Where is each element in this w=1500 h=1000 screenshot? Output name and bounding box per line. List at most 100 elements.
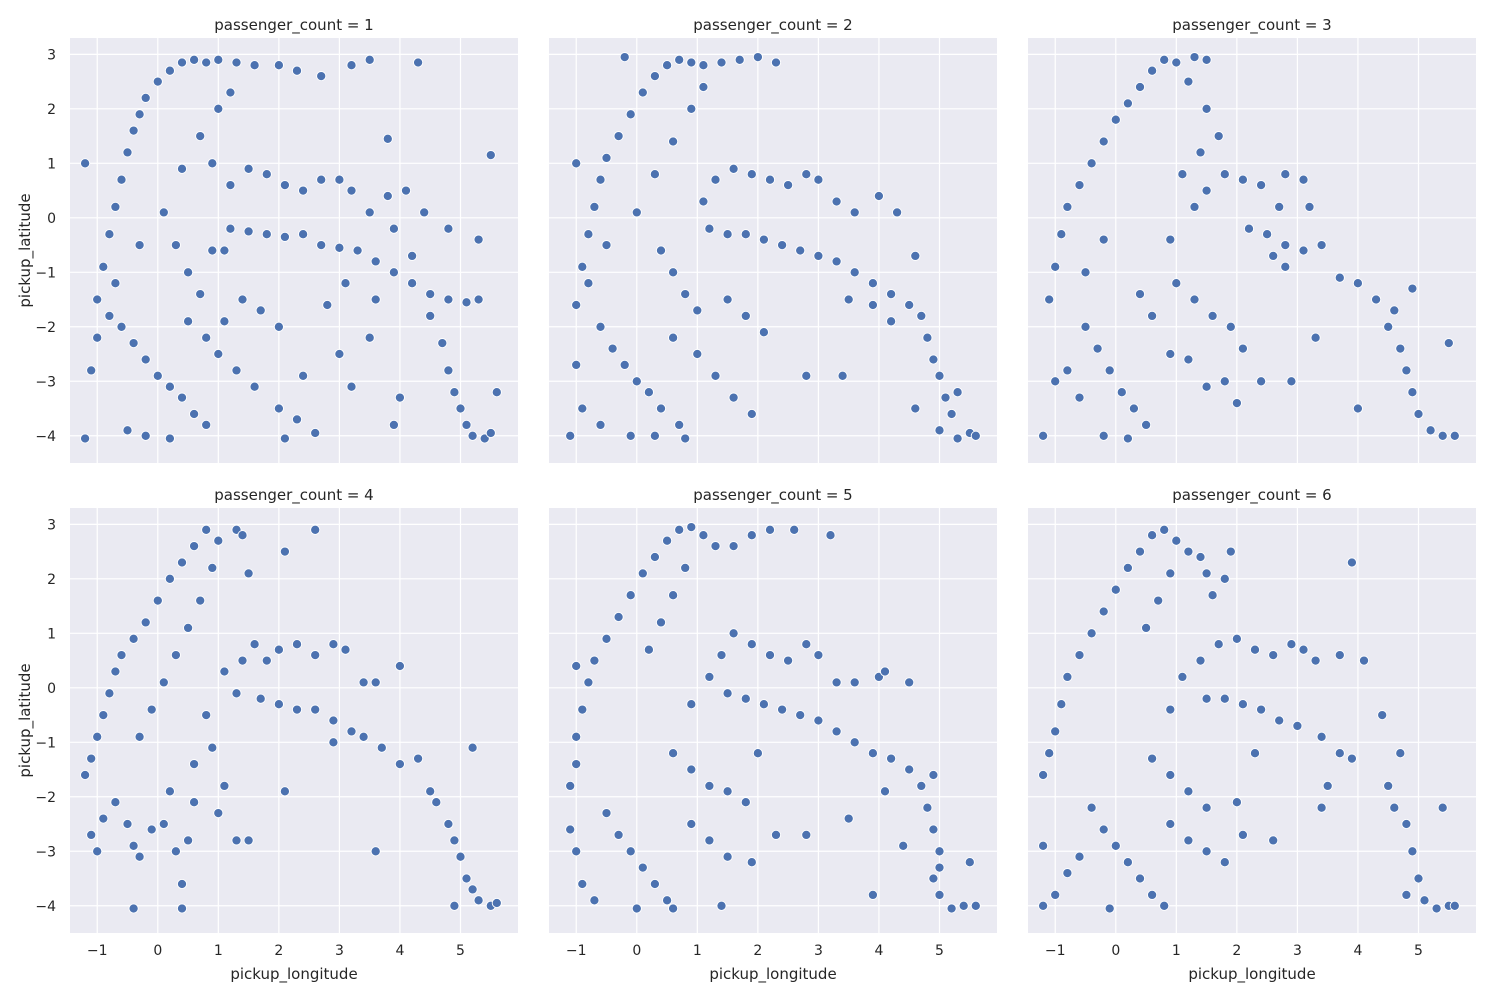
- data-point: [189, 797, 200, 808]
- data-point: [1334, 272, 1345, 283]
- data-point: [1201, 381, 1212, 392]
- data-point: [662, 535, 673, 546]
- data-point: [334, 242, 345, 253]
- data-point: [649, 169, 660, 180]
- data-point: [1171, 278, 1182, 289]
- data-point: [1413, 408, 1424, 420]
- data-point: [867, 889, 878, 900]
- data-point: [1401, 365, 1412, 376]
- data-point: [1449, 430, 1460, 441]
- data-point: [1147, 889, 1158, 900]
- data-point: [225, 87, 236, 98]
- data-point: [928, 354, 939, 365]
- data-point: [279, 231, 290, 242]
- scatter-points: [1038, 524, 1460, 914]
- data-point: [801, 829, 812, 840]
- data-point: [485, 150, 496, 161]
- data-point: [98, 710, 109, 721]
- data-point: [207, 158, 218, 169]
- data-point: [213, 54, 224, 65]
- data-point: [928, 769, 939, 781]
- x-tick-label: 3: [1293, 943, 1302, 959]
- data-point: [686, 57, 697, 68]
- data-point: [1219, 573, 1230, 584]
- data-point: [92, 731, 103, 742]
- data-point: [668, 136, 679, 147]
- data-point: [1050, 889, 1061, 900]
- data-point: [189, 408, 200, 420]
- x-tick-label: 0: [153, 943, 162, 959]
- facet-panel-3: passenger_count = 3: [1028, 16, 1476, 463]
- data-point: [625, 109, 636, 120]
- data-point: [1201, 568, 1212, 579]
- data-point: [589, 655, 600, 666]
- data-point: [637, 568, 648, 579]
- data-point: [122, 818, 133, 830]
- data-point: [613, 829, 624, 840]
- data-point: [243, 568, 254, 579]
- data-point: [1334, 748, 1345, 759]
- data-point: [455, 403, 466, 414]
- data-point: [625, 590, 636, 601]
- data-point: [195, 289, 206, 300]
- facet-panel-1: −4 −3 −2 −1 0 1 2 3 passenger_count = 1 pickup_la…: [16, 16, 518, 463]
- data-point: [1395, 748, 1406, 759]
- data-point: [164, 433, 175, 444]
- data-point: [934, 889, 945, 900]
- data-point: [886, 316, 897, 327]
- data-point: [273, 403, 284, 414]
- data-point: [571, 299, 582, 311]
- data-point: [1183, 354, 1194, 365]
- data-point: [400, 185, 412, 196]
- data-point: [831, 726, 842, 737]
- data-point: [1050, 261, 1061, 272]
- data-point: [164, 786, 175, 797]
- data-point: [904, 764, 915, 775]
- data-point: [1383, 321, 1394, 332]
- data-point: [1050, 726, 1061, 737]
- data-point: [1195, 655, 1206, 666]
- data-point: [189, 54, 200, 65]
- data-point: [625, 430, 636, 441]
- data-point: [346, 60, 357, 71]
- data-point: [710, 370, 721, 381]
- data-point: [443, 294, 454, 305]
- data-point: [910, 250, 921, 261]
- scatter-points: [80, 524, 502, 914]
- data-point: [1389, 802, 1400, 813]
- data-point: [461, 297, 472, 308]
- data-point: [134, 851, 145, 862]
- data-point: [1425, 425, 1436, 436]
- data-point: [571, 660, 582, 672]
- data-point: [1134, 873, 1146, 884]
- data-point: [849, 267, 860, 278]
- data-point: [1256, 376, 1267, 387]
- data-point: [577, 403, 588, 414]
- data-point: [1413, 873, 1424, 884]
- data-point: [1219, 169, 1230, 180]
- data-point: [243, 835, 254, 846]
- data-point: [910, 403, 921, 414]
- data-point: [394, 392, 405, 403]
- data-point: [831, 677, 842, 688]
- data-point: [801, 370, 812, 381]
- data-point: [376, 742, 387, 753]
- data-point: [867, 278, 878, 289]
- data-point: [1268, 650, 1279, 661]
- x-axis-label: pickup_longitude: [230, 965, 357, 984]
- data-point: [668, 748, 679, 759]
- data-point: [195, 131, 206, 142]
- data-point: [485, 427, 496, 439]
- data-point: [473, 234, 484, 245]
- data-point: [746, 408, 757, 420]
- data-point: [934, 425, 945, 436]
- data-point: [571, 731, 582, 742]
- data-point: [686, 818, 697, 830]
- data-point: [449, 835, 460, 846]
- data-point: [491, 387, 502, 398]
- data-point: [643, 387, 654, 398]
- data-point: [279, 180, 290, 191]
- data-point: [601, 152, 612, 163]
- x-tick-label: −1: [1045, 943, 1066, 959]
- data-point: [928, 824, 939, 835]
